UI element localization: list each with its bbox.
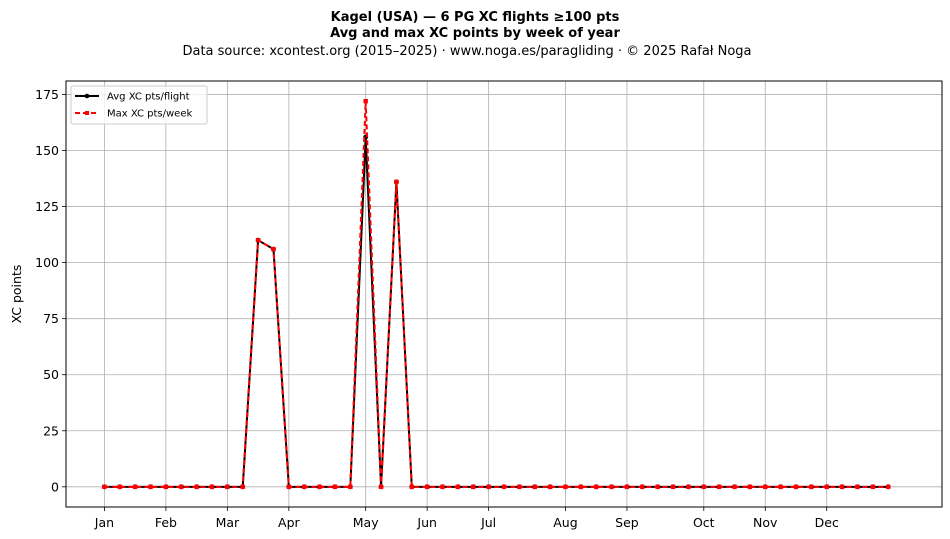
data-point-max	[732, 484, 737, 490]
data-point-max	[440, 484, 445, 490]
data-point-max	[102, 484, 107, 490]
data-point-max	[332, 484, 338, 490]
x-tick-label: May	[353, 515, 379, 530]
data-point-max	[886, 484, 891, 490]
legend: Avg XC pts/flight Max XC pts/week	[70, 85, 208, 125]
data-point-max	[148, 484, 153, 490]
data-point-max	[855, 484, 860, 490]
data-point-max	[163, 484, 169, 490]
data-point-max	[747, 484, 753, 490]
data-point-max	[517, 484, 522, 490]
series-line-avg	[104, 136, 889, 488]
data-point-max	[179, 484, 184, 490]
x-tick-label: Dec	[815, 515, 839, 530]
x-tick-label: Sep	[615, 515, 639, 530]
legend-label-max: Max XC pts/week	[107, 109, 192, 120]
x-tick-label: Aug	[553, 515, 577, 530]
data-point-max	[409, 484, 414, 490]
plot-frame	[65, 80, 943, 508]
x-tick-label: Jul	[480, 515, 496, 530]
series-line-max	[104, 100, 889, 488]
data-point-max	[132, 484, 138, 490]
y-tick-label: 150	[35, 143, 59, 158]
data-point-max	[870, 484, 876, 490]
data-point-max	[209, 484, 215, 490]
data-point-max	[486, 484, 491, 490]
data-point-max	[824, 484, 829, 490]
x-tick-label: Oct	[693, 515, 715, 530]
data-point-max	[686, 484, 691, 490]
data-point-max	[624, 484, 630, 490]
data-point-max	[563, 484, 568, 490]
chart-subtitle: Data source: xcontest.org (2015–2025) · …	[182, 44, 751, 59]
data-point-max	[394, 179, 399, 185]
data-point-max	[701, 484, 706, 490]
x-tick-label: Jun	[416, 515, 437, 530]
data-point-max	[471, 484, 476, 490]
data-point-max	[532, 484, 537, 490]
data-point-max	[547, 484, 553, 490]
y-tick-label: 75	[43, 311, 59, 326]
y-axis-label: XC points	[9, 265, 24, 324]
data-point-max	[763, 484, 768, 490]
data-point-max	[578, 484, 584, 490]
data-point-max	[194, 484, 199, 490]
y-tick-label: 0	[51, 479, 59, 494]
y-tick-label: 175	[35, 87, 59, 102]
data-point-max	[809, 484, 814, 490]
y-tick-label: 25	[43, 423, 59, 438]
data-point-max	[302, 484, 307, 490]
data-point-max	[378, 484, 384, 490]
y-tick-label: 100	[35, 255, 59, 270]
data-point-max	[363, 98, 368, 104]
data-point-max	[609, 484, 614, 490]
legend-label-avg: Avg XC pts/flight	[107, 92, 190, 103]
data-point-max	[240, 484, 245, 490]
data-point-max	[594, 484, 599, 490]
x-tick-label: Apr	[278, 515, 300, 530]
data-point-max	[271, 246, 276, 252]
data-point-max	[655, 484, 660, 490]
data-point-max	[225, 484, 230, 490]
x-tick-label: Mar	[216, 515, 240, 530]
y-tick-label: 125	[35, 199, 59, 214]
data-point-max	[286, 484, 292, 490]
legend-marker-avg	[84, 93, 90, 99]
data-point-max	[117, 484, 122, 490]
axis-ticks: Jan Feb Mar Apr May Jun Jul Aug Sep Oct Nov Dec 0 25 5…	[35, 87, 839, 530]
x-tick-label: Nov	[753, 515, 778, 530]
data-point-max	[455, 484, 461, 490]
series-layer	[102, 98, 891, 490]
legend-marker-max	[85, 111, 89, 115]
data-point-max	[348, 484, 353, 490]
data-point-max	[778, 484, 783, 490]
data-point-max	[640, 484, 645, 490]
chart-title-line1: Kagel (USA) — 6 PG XC flights ≥100 pts	[331, 10, 620, 25]
data-point-max	[317, 484, 322, 490]
data-point-max	[716, 484, 722, 490]
x-tick-label: Jan	[94, 515, 114, 530]
data-point-max	[670, 484, 676, 490]
data-point-max	[255, 237, 261, 243]
chart-title-line2: Avg and max XC points by week of year	[330, 26, 620, 41]
data-point-max	[839, 484, 845, 490]
data-point-max	[793, 484, 799, 490]
legend-box	[70, 85, 208, 125]
grid	[66, 81, 942, 507]
y-tick-label: 50	[43, 367, 59, 382]
data-point-max	[501, 484, 507, 490]
data-point-max	[424, 484, 430, 490]
x-tick-label: Feb	[155, 515, 177, 530]
